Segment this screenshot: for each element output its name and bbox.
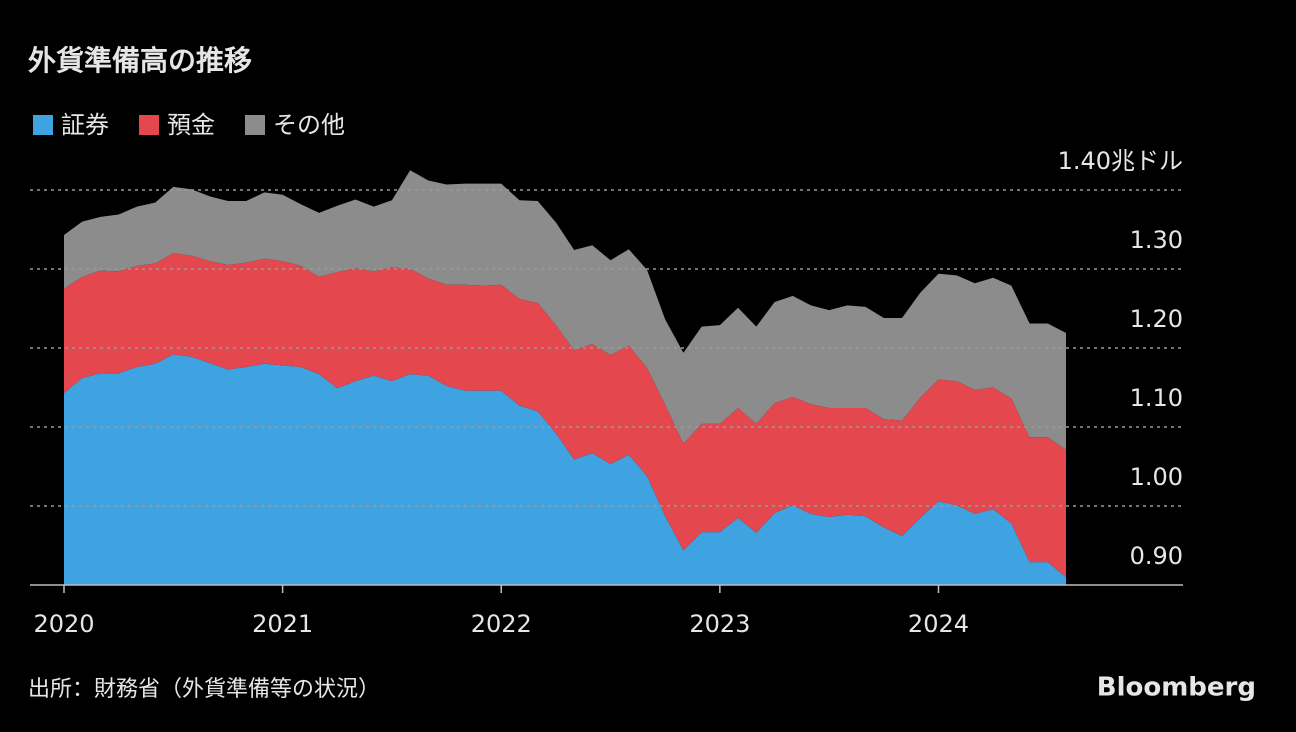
y-tick-label: 1.10	[1130, 384, 1183, 412]
legend-label: 預金	[167, 111, 215, 139]
legend-swatch	[245, 115, 265, 135]
y-tick-label: 1.30	[1130, 226, 1183, 254]
legend-swatch	[139, 115, 159, 135]
legend-swatch	[33, 115, 53, 135]
y-tick-label: 1.20	[1130, 305, 1183, 333]
y-tick-label: 0.90	[1130, 542, 1183, 570]
y-tick-label: 1.00	[1130, 463, 1183, 491]
areas	[64, 170, 1066, 585]
source: 出所：財務省（外貨準備等の状況）	[28, 677, 380, 702]
x-tick-label: 2022	[471, 610, 532, 638]
x-tick-label: 2024	[908, 610, 969, 638]
y-tick-label: 1.40兆ドル	[1058, 147, 1183, 175]
brand: Bloomberg	[1097, 673, 1256, 703]
legend-label: その他	[273, 111, 345, 139]
x-tick-label: 2020	[33, 610, 94, 638]
x-tick-label: 2023	[689, 610, 750, 638]
area	[64, 354, 1066, 585]
x-tick-label: 2021	[252, 610, 313, 638]
area	[64, 170, 1066, 450]
chart-title: 外貨準備高の推移	[28, 44, 252, 77]
area	[64, 253, 1066, 578]
legend-label: 証券	[61, 111, 109, 139]
